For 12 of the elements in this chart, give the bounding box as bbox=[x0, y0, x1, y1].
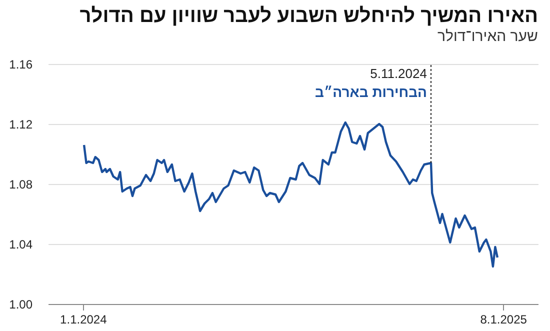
y-tick-label: 1.16 bbox=[9, 58, 33, 72]
ref-line-label: 5.11.2024 bbox=[370, 66, 427, 81]
chart-title: האירו המשיך להיחלש השבוע לעבר שוויון עם הדולר bbox=[80, 5, 538, 27]
y-tick-label: 1.00 bbox=[9, 298, 33, 312]
line-series bbox=[82, 121, 499, 268]
x-tick-label: 1.1.2024 bbox=[60, 312, 108, 326]
annotation: הבחירות בארה״ב bbox=[314, 84, 427, 100]
chart-subtitle: שער האירו־דולר bbox=[437, 28, 538, 45]
x-tick-label: 8.1.2025 bbox=[480, 312, 528, 326]
y-tick-label: 1.04 bbox=[9, 238, 33, 252]
y-tick-label: 1.12 bbox=[9, 118, 33, 132]
y-tick-label: 1.08 bbox=[9, 178, 33, 192]
